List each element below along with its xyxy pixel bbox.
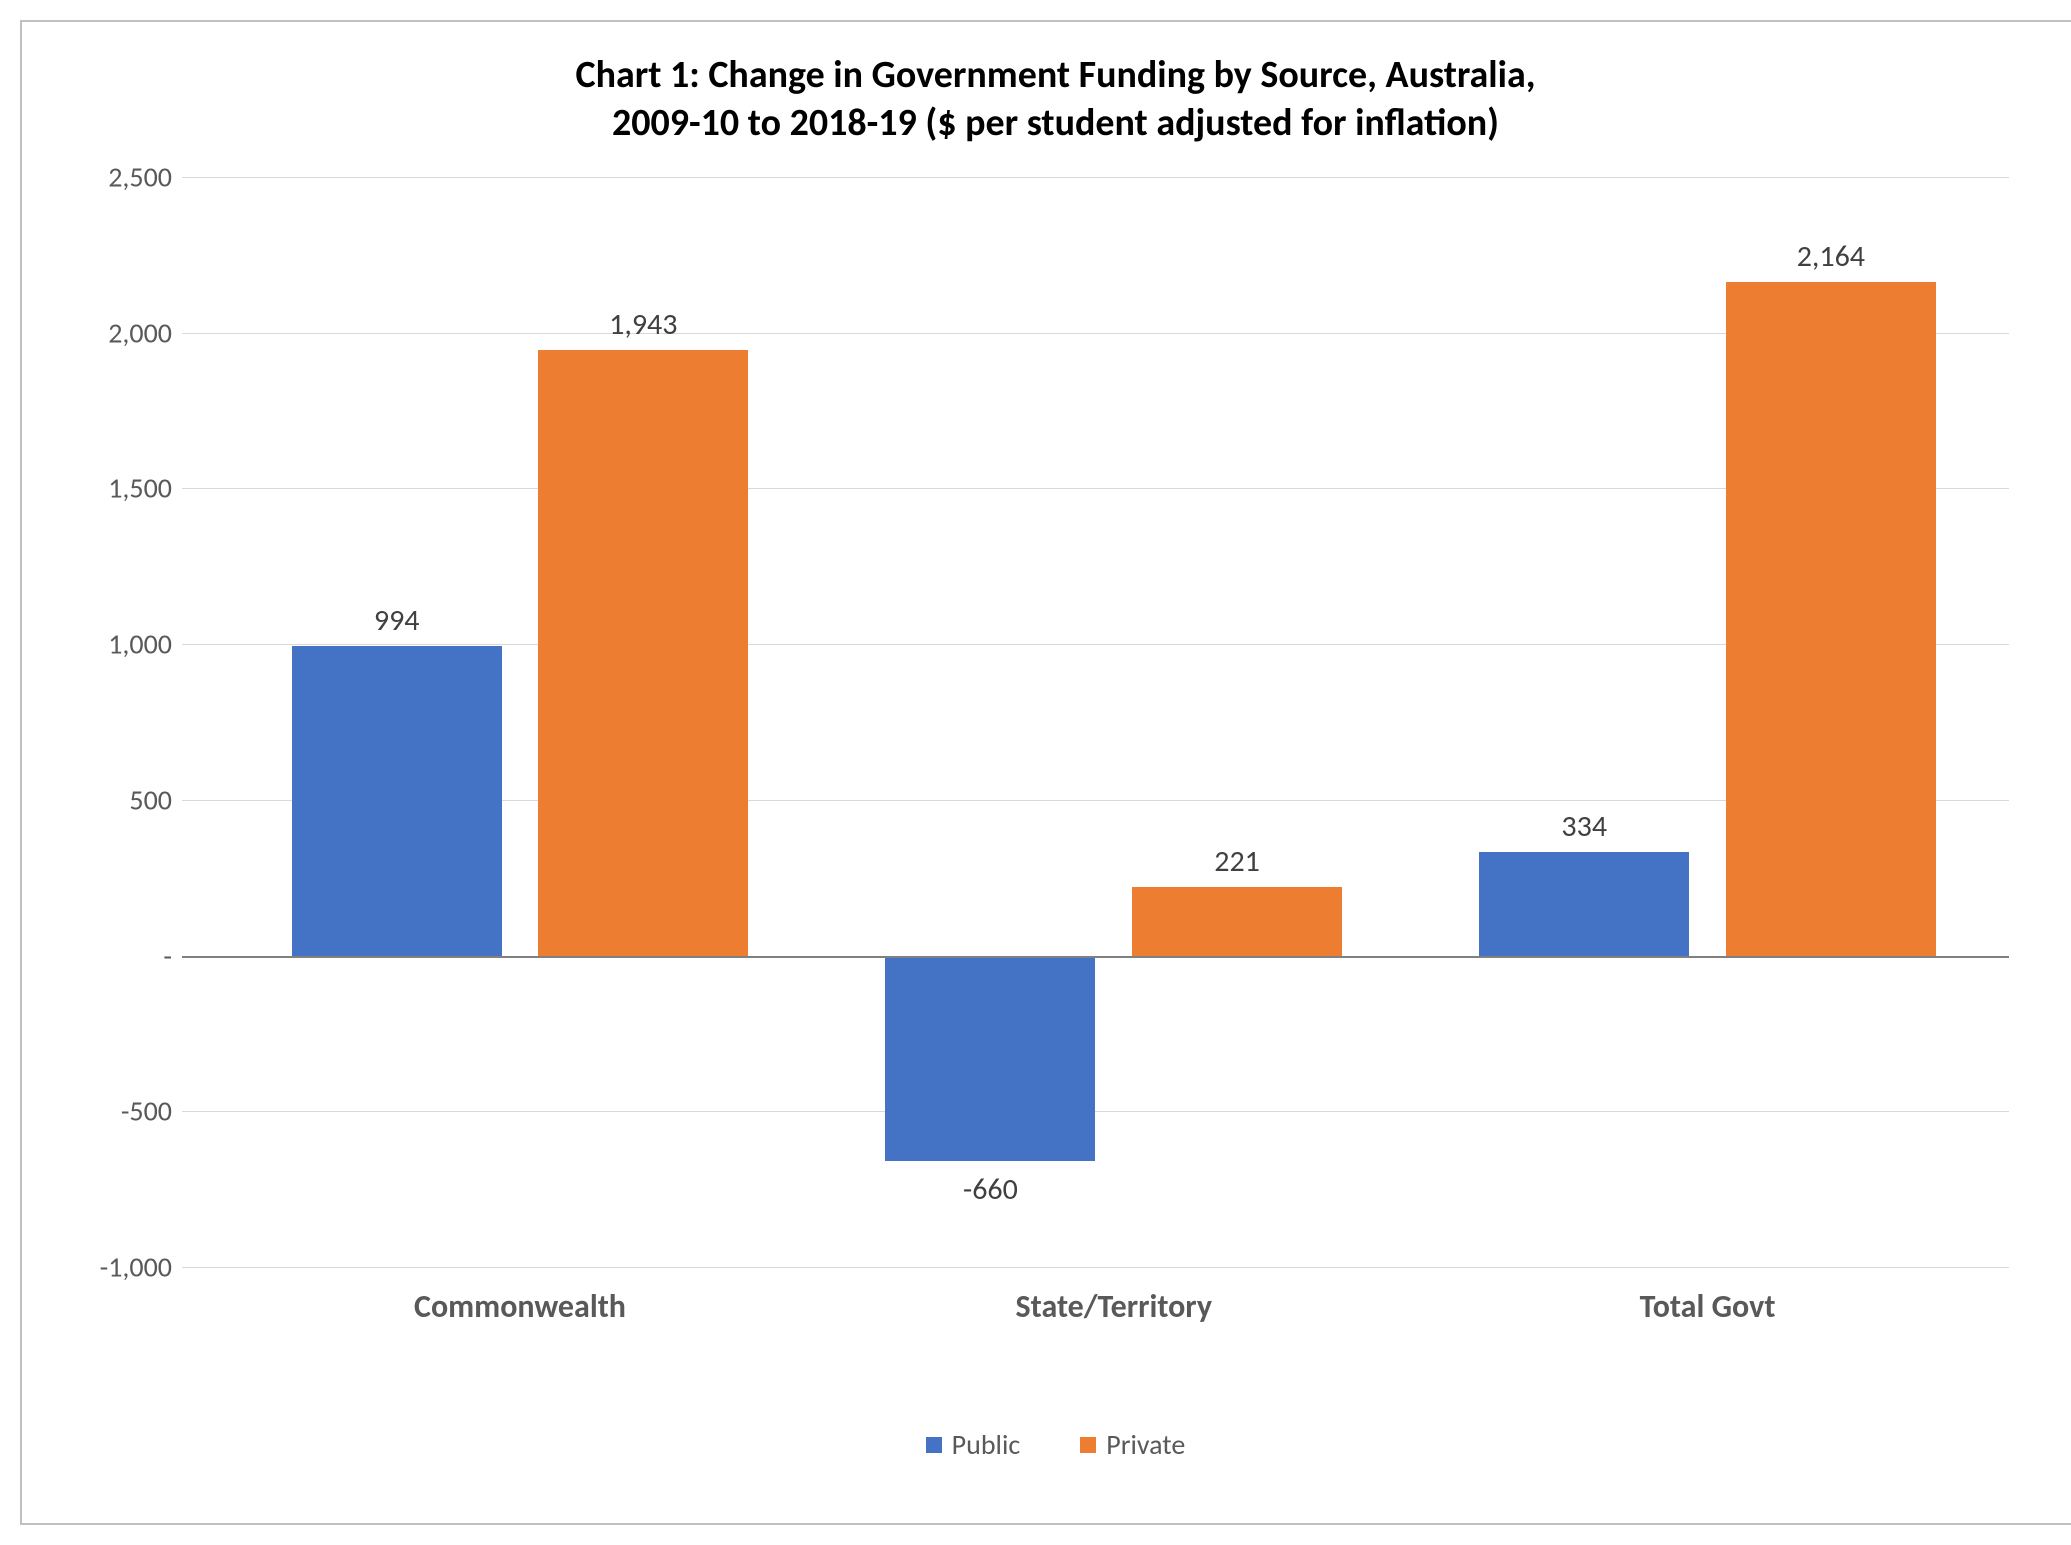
data-label: 221 xyxy=(1137,843,1337,880)
y-tick-label: 2,500 xyxy=(62,160,172,195)
legend-item-public: Public xyxy=(926,1427,1021,1462)
x-label-state-territory: State/Territory xyxy=(1016,1287,1212,1326)
legend-item-private: Private xyxy=(1080,1427,1185,1462)
y-tick-label: -1,000 xyxy=(62,1250,172,1285)
y-tick-label: - xyxy=(62,938,172,973)
chart-title: Chart 1: Change in Government Funding by… xyxy=(62,52,2049,147)
chart-container: Chart 1: Change in Government Funding by… xyxy=(20,20,2071,1525)
zero-line xyxy=(182,956,2009,958)
bar-public-commonwealth xyxy=(292,646,502,956)
bar-private-total-govt xyxy=(1726,282,1936,956)
legend: Public Private xyxy=(62,1427,2049,1462)
y-tick-label: 1,500 xyxy=(62,471,172,506)
x-label-total-govt: Total Govt xyxy=(1640,1287,1776,1326)
data-label: 2,164 xyxy=(1731,238,1931,275)
legend-swatch xyxy=(926,1437,942,1453)
bar-private-state-territory xyxy=(1132,887,1342,956)
data-label: 994 xyxy=(297,602,497,639)
legend-label: Private xyxy=(1106,1427,1185,1462)
data-label: -660 xyxy=(890,1171,1090,1208)
y-axis: 2,5002,0001,5001,000500--500-1,000 xyxy=(62,177,172,1267)
bar-public-state-territory xyxy=(885,956,1095,1162)
legend-swatch xyxy=(1080,1437,1096,1453)
chart-title-line2: 2009-10 to 2018-19 ($ per student adjust… xyxy=(612,100,1499,146)
bar-private-commonwealth xyxy=(538,350,748,955)
x-label-commonwealth: Commonwealth xyxy=(414,1287,626,1326)
y-tick-label: 500 xyxy=(62,782,172,817)
bar-public-total-govt xyxy=(1479,852,1689,956)
plot-area: 2,5002,0001,5001,000500--500-1,000 9941,… xyxy=(182,177,2009,1267)
data-label: 1,943 xyxy=(543,306,743,343)
bars-layer: 994 1,943 -660 221 334 2,164 xyxy=(182,177,2009,1267)
chart-title-line1: Chart 1: Change in Government Funding by… xyxy=(575,52,1535,98)
y-tick-label: 2,000 xyxy=(62,315,172,350)
gridline xyxy=(182,1267,2009,1268)
legend-label: Public xyxy=(952,1427,1021,1462)
y-tick-label: -500 xyxy=(62,1094,172,1129)
data-label: 334 xyxy=(1484,808,1684,845)
y-tick-label: 1,000 xyxy=(62,627,172,662)
x-axis-labels: Commonwealth State/Territory Total Govt xyxy=(182,1287,2009,1337)
